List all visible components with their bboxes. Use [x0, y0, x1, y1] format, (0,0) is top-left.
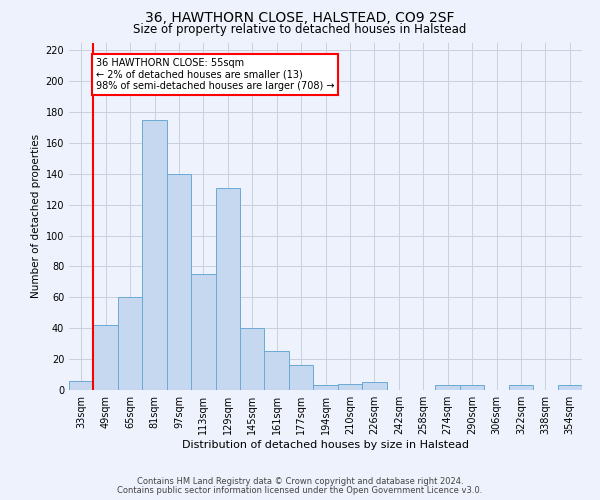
Bar: [167, 174, 191, 390]
Y-axis label: Number of detached properties: Number of detached properties: [31, 134, 41, 298]
Bar: [509, 386, 533, 390]
Bar: [460, 386, 484, 390]
Bar: [191, 274, 215, 390]
Bar: [338, 384, 362, 390]
Bar: [265, 352, 289, 390]
Text: Contains public sector information licensed under the Open Government Licence v3: Contains public sector information licen…: [118, 486, 482, 495]
X-axis label: Distribution of detached houses by size in Halstead: Distribution of detached houses by size …: [182, 440, 469, 450]
Bar: [240, 328, 265, 390]
Text: Contains HM Land Registry data © Crown copyright and database right 2024.: Contains HM Land Registry data © Crown c…: [137, 478, 463, 486]
Bar: [289, 366, 313, 390]
Text: Size of property relative to detached houses in Halstead: Size of property relative to detached ho…: [133, 22, 467, 36]
Bar: [362, 382, 386, 390]
Bar: [142, 120, 167, 390]
Bar: [436, 386, 460, 390]
Text: 36 HAWTHORN CLOSE: 55sqm
← 2% of detached houses are smaller (13)
98% of semi-de: 36 HAWTHORN CLOSE: 55sqm ← 2% of detache…: [96, 58, 334, 91]
Bar: [313, 386, 338, 390]
Bar: [118, 298, 142, 390]
Bar: [69, 380, 94, 390]
Bar: [94, 325, 118, 390]
Bar: [215, 188, 240, 390]
Text: 36, HAWTHORN CLOSE, HALSTEAD, CO9 2SF: 36, HAWTHORN CLOSE, HALSTEAD, CO9 2SF: [145, 11, 455, 25]
Bar: [557, 386, 582, 390]
